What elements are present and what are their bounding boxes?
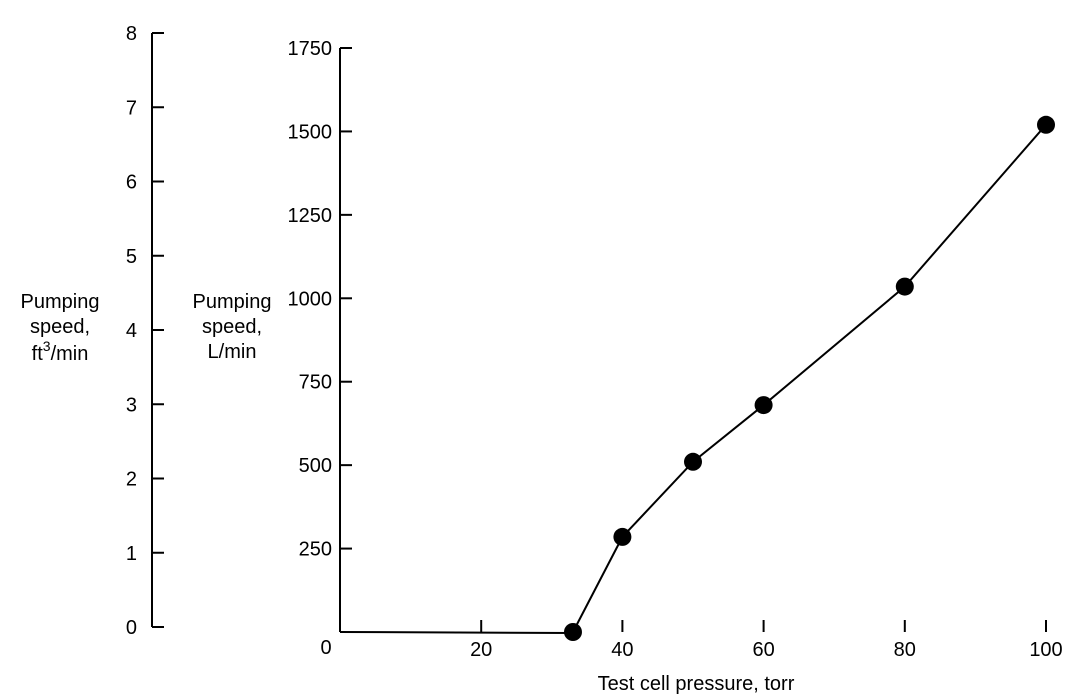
primary-y-label-line-1: Pumping — [193, 291, 272, 313]
primary-y-tick-label: 1250 — [288, 205, 333, 227]
primary-y-label-line-3: L/min — [208, 341, 257, 363]
data-point — [754, 396, 773, 415]
data-point — [1037, 115, 1055, 134]
secondary-y-label-unit-rest: /min — [51, 343, 89, 365]
primary-y-tick-label: 750 — [299, 372, 332, 394]
primary-y-tick-label: 0 — [320, 637, 331, 659]
x-tick-label: 100 — [1029, 639, 1062, 661]
secondary-y-ticks: 0 1 2 3 4 5 6 7 8 — [126, 23, 164, 639]
secondary-y-tick-label: 0 — [126, 617, 137, 639]
data-point — [895, 277, 914, 296]
data-point — [684, 452, 702, 471]
primary-y-tick-label: 1750 — [288, 38, 333, 60]
primary-y-tick-label: 1000 — [288, 288, 333, 310]
x-axis: 20 40 60 80 100 Test cell pressure, torr — [470, 620, 1063, 695]
secondary-y-tick-label: 7 — [126, 97, 137, 119]
series-line — [572, 124, 1047, 633]
x-tick-label: 80 — [894, 639, 916, 661]
x-tick-label: 40 — [611, 639, 633, 661]
x-tick-label: 20 — [470, 639, 492, 661]
primary-y-ticks: 0 250 500 750 1000 1250 1500 1750 — [288, 38, 352, 659]
secondary-y-tick-label: 3 — [126, 394, 137, 416]
primary-y-label-line-2: speed, — [202, 316, 262, 338]
x-axis-label: Test cell pressure, torr — [598, 673, 795, 695]
data-point — [613, 527, 632, 546]
secondary-y-label-line-2: speed, — [30, 316, 90, 338]
baseline-line — [339, 631, 573, 634]
secondary-y-label-unit-base: ft — [32, 343, 44, 365]
secondary-y-label-unit-exponent: 3 — [43, 338, 51, 354]
primary-y-tick-label: 1500 — [288, 121, 333, 143]
primary-y-tick-label: 250 — [299, 539, 332, 561]
secondary-y-label-line-3: ft3/min — [32, 338, 89, 365]
secondary-y-tick-label: 4 — [126, 320, 137, 342]
x-ticks: 20 40 60 80 100 — [470, 620, 1063, 661]
secondary-y-tick-label: 2 — [126, 469, 137, 491]
data-point — [563, 623, 582, 641]
plot-area — [339, 115, 1055, 641]
primary-y-tick-label: 500 — [299, 455, 332, 477]
secondary-y-tick-label: 6 — [126, 172, 137, 194]
secondary-y-tick-label: 8 — [126, 23, 137, 45]
secondary-y-tick-label: 5 — [126, 246, 137, 268]
primary-y-axis: 0 250 500 750 1000 1250 1500 1750 Pumping speed… — [193, 38, 352, 659]
secondary-y-label-line-1: Pumping — [21, 291, 100, 313]
secondary-y-tick-label: 1 — [126, 543, 137, 565]
x-tick-label: 60 — [752, 639, 774, 661]
